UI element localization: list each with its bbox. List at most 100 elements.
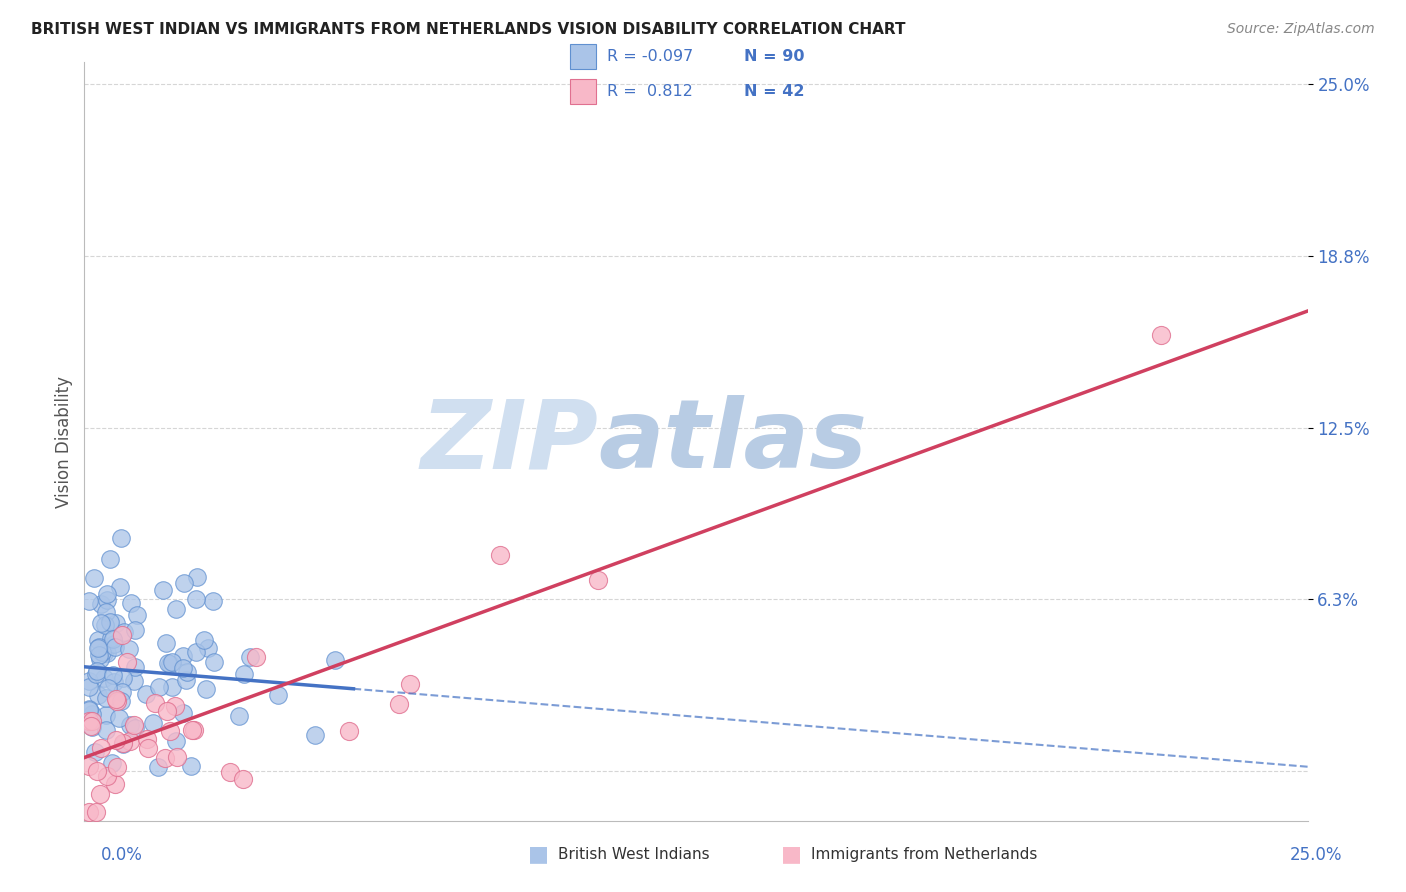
Point [90,741,112,756]
Point [83,745,105,759]
Y-axis label: Vision Disability: Vision Disability [55,376,73,508]
Point [180,723,202,738]
Point [159,657,181,671]
Point [124,722,146,736]
Point [125,607,148,622]
Point [91,645,114,659]
Point [120,596,142,610]
Point [84,666,107,681]
Point [86,688,108,702]
Point [89,788,111,802]
Point [77,703,100,717]
Point [153,751,176,765]
Point [323,653,346,667]
Point [82,706,104,721]
Point [77,714,100,728]
Text: 25.0%: 25.0% [1291,846,1343,863]
Point [186,570,208,584]
Point [117,655,139,669]
Point [186,591,208,606]
Point [112,737,135,751]
Point [104,640,127,654]
Point [135,687,157,701]
Point [388,697,411,711]
Point [120,734,142,748]
Point [101,632,124,647]
Point [79,702,101,716]
Point [586,573,609,587]
Point [89,648,111,662]
Point [112,625,135,640]
Point [105,691,128,706]
Point [136,740,159,755]
Point [165,734,187,748]
Point [96,587,118,601]
Point [104,732,127,747]
Point [232,772,254,786]
Point [143,696,166,710]
Text: British West Indians: British West Indians [558,847,710,862]
Point [124,660,146,674]
Point [94,617,117,632]
Point [165,601,187,615]
Point [96,646,118,660]
Point [193,633,215,648]
Point [104,777,127,791]
Point [159,723,181,738]
Point [142,715,165,730]
Point [124,718,146,732]
Point [77,759,100,773]
Text: ZIP: ZIP [420,395,598,488]
Point [100,631,122,645]
Text: R = -0.097: R = -0.097 [606,49,693,64]
Text: BRITISH WEST INDIAN VS IMMIGRANTS FROM NETHERLANDS VISION DISABILITY CORRELATION: BRITISH WEST INDIAN VS IMMIGRANTS FROM N… [31,22,905,37]
Point [80,719,103,733]
Point [176,673,198,687]
Point [89,652,111,666]
Point [148,760,170,774]
Point [100,756,122,770]
Point [93,646,115,660]
Text: ■: ■ [529,845,548,864]
Point [267,688,290,702]
Point [108,580,131,594]
Point [87,632,110,647]
Point [398,677,420,691]
Point [94,723,117,737]
Point [201,594,224,608]
Point [94,708,117,723]
Text: atlas: atlas [598,395,868,488]
Point [155,635,177,649]
Point [86,664,108,678]
Point [83,571,105,585]
Point [111,736,134,750]
Point [108,711,131,725]
Point [176,665,198,679]
Point [77,680,100,694]
Point [80,714,103,728]
Point [186,644,208,658]
Point [172,661,194,675]
Point [124,624,146,638]
Point [110,694,132,708]
Point [101,667,124,681]
Point [98,552,121,566]
Point [183,723,205,737]
Point [160,656,183,670]
Point [98,615,121,629]
Point [228,709,250,723]
Text: R =  0.812: R = 0.812 [606,84,693,99]
Point [489,548,512,562]
Text: N = 90: N = 90 [745,49,806,64]
Point [80,720,103,734]
Point [118,641,141,656]
Point [84,805,107,820]
Point [103,674,125,689]
Point [96,593,118,607]
Point [304,728,326,742]
Point [202,656,225,670]
Point [87,641,110,656]
Point [245,650,267,665]
Point [180,759,202,773]
Point [118,718,141,732]
